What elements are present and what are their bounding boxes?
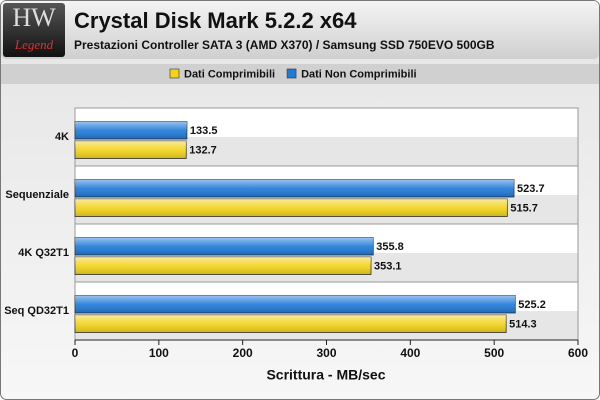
chart-subtitle: Prestazioni Controller SATA 3 (AMD X370)…: [74, 38, 495, 52]
value-label: 133.5: [190, 125, 218, 137]
x-tick-label: 600: [568, 346, 588, 360]
x-tick-label: 100: [149, 346, 169, 360]
value-label: 515.7: [510, 203, 538, 215]
bar-shine: [75, 121, 187, 139]
legend-strip: [1, 64, 599, 84]
value-label: 525.2: [518, 299, 546, 311]
logo-sub: Legend: [14, 37, 54, 52]
y-tick-label: Sequenziale: [5, 189, 69, 201]
bar-shine: [75, 199, 508, 217]
legend-swatch: [286, 68, 297, 79]
x-tick-label: 0: [72, 346, 79, 360]
value-label: 132.7: [189, 145, 217, 157]
bar-shine: [75, 237, 374, 255]
value-label: 353.1: [374, 261, 402, 273]
bar-shine: [75, 141, 187, 159]
value-label: 523.7: [517, 183, 545, 195]
value-label: 514.3: [509, 319, 537, 331]
legend-swatch: [169, 68, 180, 79]
legend-label: Dati Comprimibili: [184, 68, 275, 80]
header: [1, 1, 599, 59]
y-tick-label: 4K Q32T1: [18, 247, 69, 259]
chart-title: Crystal Disk Mark 5.2.2 x64: [74, 8, 357, 33]
logo-main: HW: [12, 3, 56, 32]
bar-shine: [75, 315, 507, 333]
x-tick-label: 300: [316, 346, 336, 360]
y-tick-label: 4K: [55, 131, 69, 143]
bar-shine: [75, 179, 515, 197]
bar-shine: [75, 295, 516, 313]
logo-box: [3, 3, 65, 57]
legend-label: Dati Non Comprimibili: [301, 68, 417, 80]
x-tick-label: 200: [233, 346, 253, 360]
value-label: 355.8: [376, 241, 404, 253]
bar-shine: [75, 257, 372, 275]
x-axis-label: Scrittura - MB/sec: [266, 367, 385, 383]
x-tick-label: 500: [484, 346, 504, 360]
y-tick-label: Seq QD32T1: [4, 305, 69, 317]
x-tick-label: 400: [400, 346, 420, 360]
